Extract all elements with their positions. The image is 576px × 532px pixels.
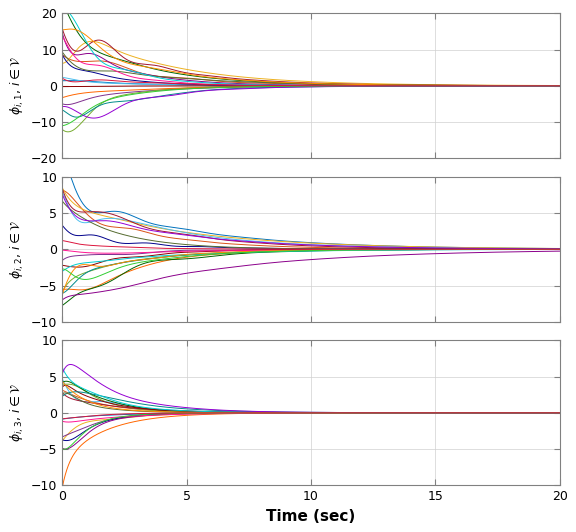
Y-axis label: $\phi_{i,3},\, i \in \mathcal{V}$: $\phi_{i,3},\, i \in \mathcal{V}$: [8, 383, 25, 443]
Y-axis label: $\phi_{i,1},\, i \in \mathcal{V}$: $\phi_{i,1},\, i \in \mathcal{V}$: [8, 56, 25, 115]
Y-axis label: $\phi_{i,2},\, i \in \mathcal{V}$: $\phi_{i,2},\, i \in \mathcal{V}$: [8, 220, 25, 279]
X-axis label: Time (sec): Time (sec): [267, 509, 355, 523]
